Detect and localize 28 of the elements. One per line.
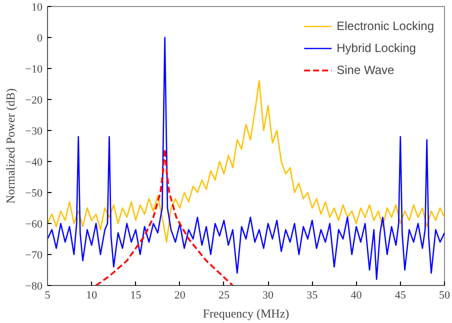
y-tick-label: −50 bbox=[25, 188, 43, 200]
y-tick-label: 10 bbox=[32, 2, 43, 14]
x-tick-label: 30 bbox=[262, 290, 274, 302]
legend-label: Hybrid Locking bbox=[336, 41, 416, 55]
y-tick-label: −10 bbox=[25, 64, 43, 76]
y-tick-label: −40 bbox=[25, 156, 43, 168]
x-tick-label: 50 bbox=[439, 290, 450, 302]
x-tick-label: 20 bbox=[174, 290, 186, 302]
x-tick-label: 40 bbox=[350, 290, 362, 302]
y-tick-label: −80 bbox=[25, 280, 43, 292]
legend-label: Electronic Locking bbox=[336, 19, 434, 33]
y-tick-label: −70 bbox=[25, 250, 43, 262]
x-tick-label: 25 bbox=[218, 290, 230, 302]
x-tick-label: 15 bbox=[130, 290, 142, 302]
x-tick-label: 10 bbox=[86, 290, 98, 302]
line-series bbox=[48, 80, 444, 243]
line-series bbox=[48, 36, 444, 280]
y-axis-title: Normalized Power (dB) bbox=[3, 88, 18, 204]
x-axis-title: Frequency (MHz) bbox=[202, 306, 290, 320]
line-series bbox=[95, 148, 234, 286]
x-tick-label: 45 bbox=[394, 290, 406, 302]
y-tick-label: −30 bbox=[25, 126, 43, 138]
y-tick-label: 0 bbox=[37, 32, 43, 44]
y-tick-label: −20 bbox=[25, 94, 43, 106]
x-tick-label: 5 bbox=[44, 290, 51, 302]
legend-label: Sine Wave bbox=[336, 63, 394, 77]
y-tick-label: −60 bbox=[25, 218, 43, 230]
x-tick-label: 35 bbox=[306, 290, 318, 302]
